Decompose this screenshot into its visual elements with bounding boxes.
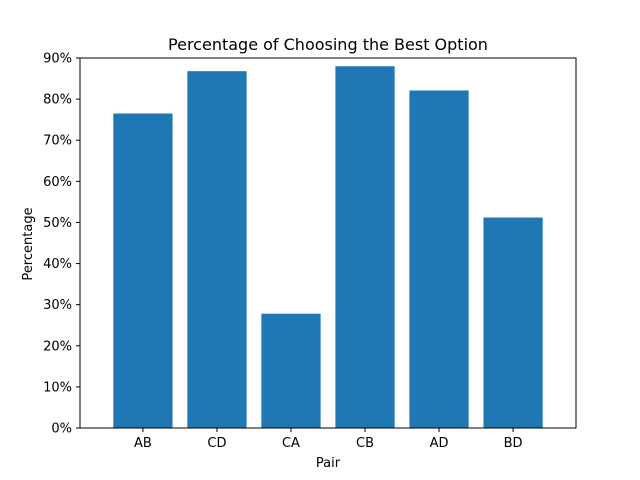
bar-ad xyxy=(409,90,469,428)
y-tick-label: 20% xyxy=(43,339,72,354)
y-tick-label: 30% xyxy=(43,298,72,313)
y-tick-label: 50% xyxy=(43,216,72,231)
x-tick-label-cb: CB xyxy=(356,436,374,451)
y-axis-label: Percentage xyxy=(21,207,36,280)
bar-ab xyxy=(113,113,173,428)
y-tick-label: 70% xyxy=(43,134,72,149)
y-tick-label: 60% xyxy=(43,175,72,190)
x-axis: AB CD CA CB AD BD xyxy=(134,428,523,451)
y-tick-label: 40% xyxy=(43,257,72,272)
x-tick-label-ab: AB xyxy=(134,436,152,451)
bar-bd xyxy=(483,217,543,428)
bar-cd xyxy=(187,71,247,429)
y-tick-label: 90% xyxy=(43,52,72,67)
y-axis: 0% 10% 20% 30% 40% 50% 60% 70% 80% 90% xyxy=(43,52,80,437)
bars-group xyxy=(113,66,543,429)
x-tick-label-cd: CD xyxy=(207,436,226,451)
y-tick-label: 80% xyxy=(43,93,72,108)
bar-ca xyxy=(261,313,321,428)
bar-cb xyxy=(335,66,395,428)
chart-title: Percentage of Choosing the Best Option xyxy=(168,35,488,54)
plot-frame xyxy=(79,57,577,429)
y-tick-label: 0% xyxy=(51,422,72,437)
x-tick-label-ad: AD xyxy=(430,436,449,451)
x-tick-label-ca: CA xyxy=(282,436,300,451)
x-tick-label-bd: BD xyxy=(504,436,523,451)
x-axis-label: Pair xyxy=(316,456,341,471)
y-tick-label: 10% xyxy=(43,380,72,395)
